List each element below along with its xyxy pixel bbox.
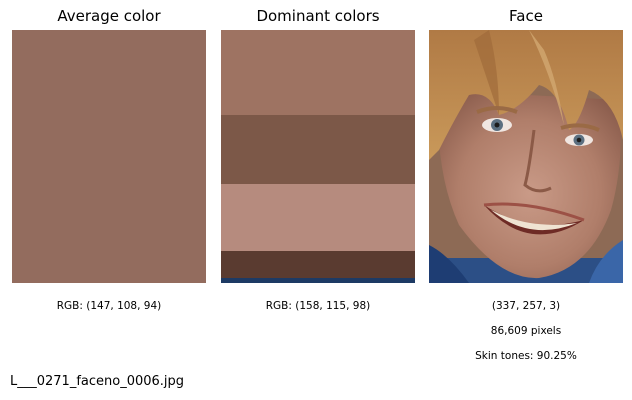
dominant-color-rgb-label: RGB: (158, 115, 98)	[265, 300, 371, 312]
average-color-swatch	[12, 30, 206, 283]
skin-tones-label: Skin tones: 90.25%	[475, 350, 577, 362]
dominant-colors-stack	[221, 30, 415, 283]
average-color-title: Average color	[57, 7, 161, 25]
face-dimensions-label: (337, 257, 3)	[491, 300, 561, 312]
face-pixel-count-label: 86,609 pixels	[490, 325, 562, 337]
dominant-color-stripe-4	[221, 251, 415, 278]
dominant-color-stripe-3	[221, 184, 415, 251]
face-title: Face	[509, 7, 543, 25]
face-portrait-graphic	[429, 30, 623, 283]
image-filename: L___0271_faceno_0006.jpg	[10, 374, 185, 389]
dominant-color-stripe-5	[221, 278, 415, 283]
average-color-rgb-label: RGB: (147, 108, 94)	[56, 300, 162, 312]
dominant-colors-title: Dominant colors	[256, 7, 380, 25]
face-image	[429, 30, 623, 283]
dominant-color-stripe-1	[221, 30, 415, 115]
dominant-color-stripe-2	[221, 115, 415, 184]
